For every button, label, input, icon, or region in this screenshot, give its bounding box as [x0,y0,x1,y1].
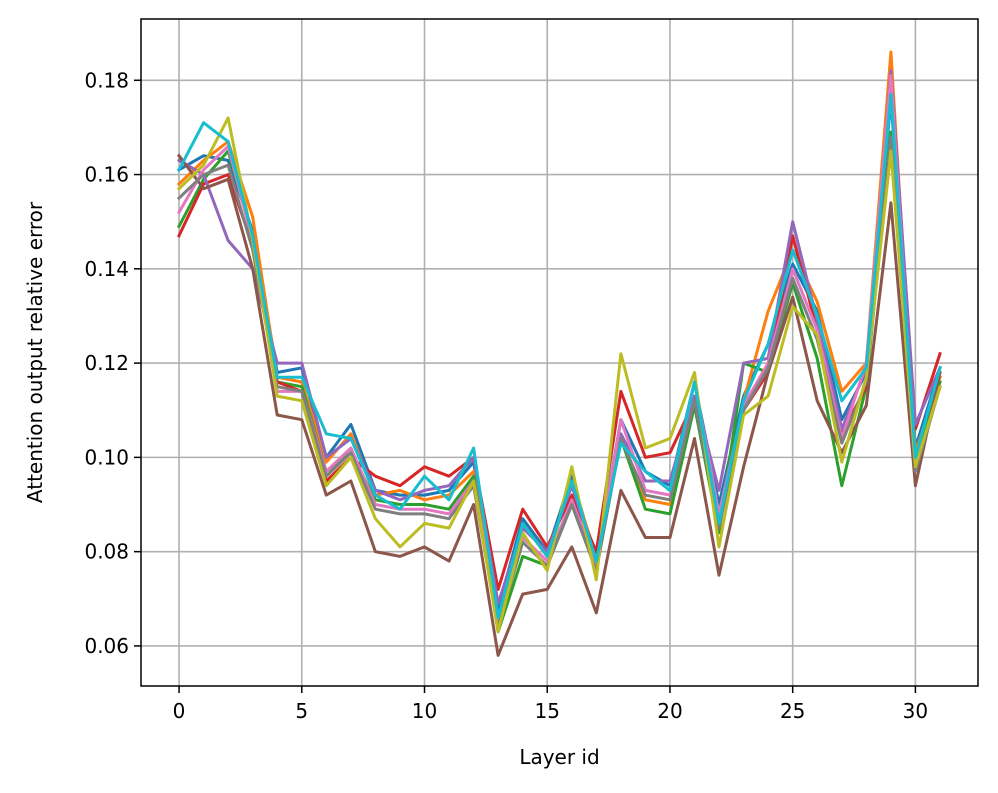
x-tick-label: 15 [535,699,560,723]
series-lines [176,50,942,657]
y-tick-label: 0.08 [84,540,129,564]
plot-area-frame [140,18,979,687]
y-tick-label: 0.18 [84,68,129,92]
x-tick-label: 20 [657,699,682,723]
x-tick-label: 5 [295,699,308,723]
y-axis-ticks: 0.06 0.08 0.10 0.12 0.14 0.16 0.18 [84,68,141,658]
y-axis-label: Attention output relative error [23,201,47,503]
x-axis-ticks: 0 5 10 15 20 25 30 [173,686,928,723]
series-line-6 [176,153,942,657]
y-tick-label: 0.16 [84,163,129,187]
y-tick-label: 0.06 [84,634,129,658]
series-line-10 [176,92,942,620]
y-tick-label: 0.12 [84,351,129,375]
x-tick-label: 10 [412,699,437,723]
x-tick-label: 25 [780,699,805,723]
x-tick-label: 30 [903,699,928,723]
x-tick-label: 0 [173,699,186,723]
y-tick-label: 0.10 [84,445,129,469]
y-tick-label: 0.14 [84,257,129,281]
x-axis-label: Layer id [519,745,599,769]
